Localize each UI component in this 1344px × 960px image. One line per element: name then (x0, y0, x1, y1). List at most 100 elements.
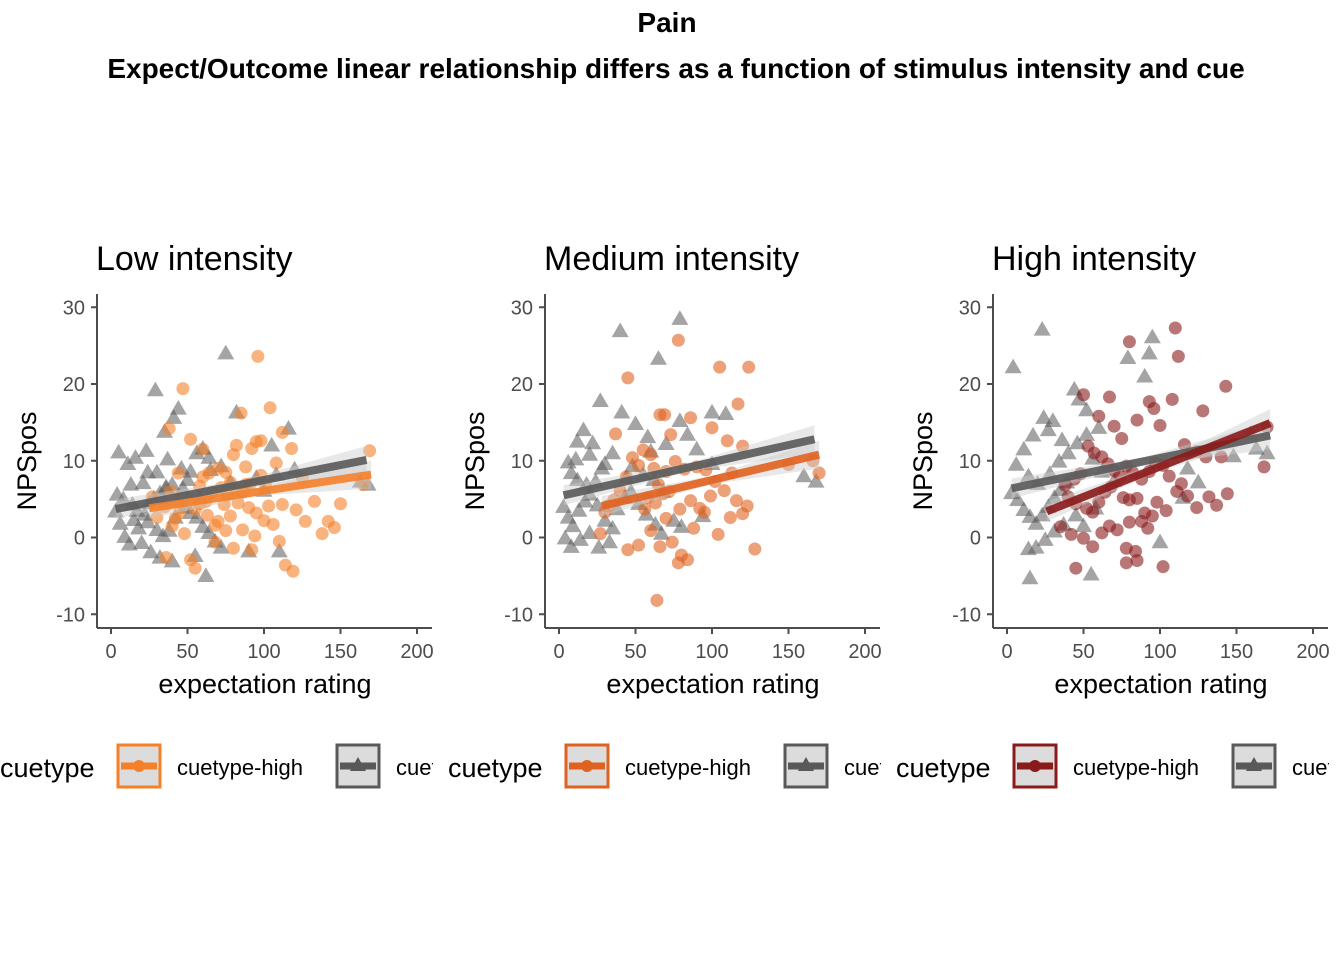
cuetype-high-point (196, 442, 210, 456)
x-tick-label: 50 (1072, 641, 1094, 663)
cuetype-high-point (684, 411, 698, 425)
cuetype-high-point (742, 360, 756, 374)
cuetype-high-point (223, 509, 237, 523)
cuetype-high-point (1159, 504, 1173, 518)
cuetype-low-fit-line (562, 435, 816, 500)
cuetype-high-point (593, 527, 607, 541)
legend-key-low-point (350, 757, 366, 771)
cuetype-high-point (275, 497, 289, 511)
y-tick-label: 30 (63, 297, 85, 319)
cuetype-low-point (1027, 538, 1045, 554)
cuetype-low-point (133, 534, 151, 549)
cuetype-high-point (176, 382, 190, 396)
cuetype-high-point (729, 494, 743, 508)
x-tick-label: 50 (176, 641, 198, 663)
cuetype-low-point (688, 440, 706, 456)
cuetype-low-point (564, 517, 582, 533)
cuetype-low-point (604, 444, 622, 460)
cuetype-high-point (632, 538, 646, 552)
panel-low-intensity: Low intensity -10 0 10 20 30 0 50 100 150 200 expec… (0, 240, 434, 789)
cuetype-low-point (1024, 426, 1042, 442)
cuetype-low-point (1119, 349, 1137, 365)
cuetype-high-point (812, 466, 826, 480)
cuetype-low-point (1151, 533, 1169, 549)
cuetype-high-point (1145, 509, 1159, 523)
cuetype-high-point (219, 524, 233, 538)
cuetype-high-point (1107, 419, 1121, 433)
cuetype-high-point (307, 494, 321, 508)
panel-high-intensity: High intensity -10 0 10 20 30 0 50 100 150 200 expe… (896, 240, 1330, 789)
cuetype-low-point (139, 463, 157, 479)
cuetype-high-point (184, 432, 198, 446)
cuetype-high-point (748, 542, 762, 556)
y-tick-label: 30 (959, 297, 981, 319)
cuetype-low-point (590, 538, 608, 554)
cuetype-high-point (1086, 505, 1100, 519)
legend-label-high: cuetype-high (177, 755, 303, 780)
cuetype-high-point (644, 524, 658, 538)
cuetype-high-point (327, 521, 341, 535)
y-axis-title: NPSpos (460, 411, 490, 510)
cuetype-low-point (1189, 473, 1207, 489)
cuetype-high-point (1110, 523, 1124, 537)
legend-key-high-point (581, 760, 593, 772)
cuetype-high-point (1092, 495, 1106, 509)
cuetype-high-point (188, 503, 202, 517)
cuetype-high-point (1214, 450, 1228, 464)
cuetype-low-point (1015, 440, 1033, 456)
cuetype-low-point (1075, 517, 1092, 533)
cuetype-high-fit-line (600, 450, 821, 510)
cuetype-low-point (1247, 439, 1265, 455)
cuetype-high-fit-line (1045, 419, 1272, 516)
cuetype-low-point (679, 426, 697, 441)
cuetype-high-point (1165, 392, 1179, 406)
y-tick-label: 20 (511, 374, 533, 396)
cuetype-high-point (1069, 561, 1083, 575)
cuetype-high-point (1168, 321, 1182, 335)
cuetype-high-point (1210, 498, 1224, 512)
y-tick-label: -10 (952, 604, 981, 626)
x-tick-label: 150 (1220, 641, 1253, 663)
cuetype-high-point (177, 527, 191, 541)
cuetype-high-point (239, 460, 253, 474)
cuetype-low-point (120, 535, 138, 551)
cuetype-low-point (1021, 569, 1039, 585)
cuetype-high-point (289, 503, 303, 517)
cuetype-high-point (1119, 556, 1133, 570)
cuetype-high-point (236, 523, 250, 537)
cuetype-high-point (1077, 531, 1090, 545)
x-axis-title: expectation rating (158, 669, 371, 699)
panel-medium-intensity: Medium intensity -10 0 10 20 30 0 50 100 150 200 ex… (448, 240, 882, 789)
y-tick-label: 0 (74, 528, 85, 550)
cuetype-low-point (163, 552, 181, 568)
cuetype-high-point (1181, 489, 1195, 503)
cuetype-low-point (611, 322, 629, 338)
cuetype-low-point (122, 476, 140, 491)
cuetype-high-point (1156, 560, 1170, 574)
cuetype-low-point (568, 433, 586, 448)
cuetype-high-point (638, 502, 652, 516)
legend-key-low-point (798, 757, 814, 771)
cuetype-low-point (672, 518, 690, 533)
cuetype-low-point (584, 434, 602, 450)
cuetype-low-point (114, 490, 132, 506)
cuetype-high-point (1130, 413, 1144, 427)
cuetype-low-point (639, 428, 657, 444)
cuetype-high-point (231, 496, 245, 510)
legend-title: cuetype (448, 753, 543, 783)
cuetype-low-point (574, 421, 592, 437)
cuetype-low-point (795, 467, 813, 483)
x-tick-label: 0 (105, 641, 116, 663)
x-tick-label: 100 (247, 641, 280, 663)
cuetype-high-point (1162, 469, 1176, 483)
cuetype-low-point (174, 479, 192, 495)
legend: cuetype cuetype-high cuetype-low (896, 743, 1329, 789)
cuetype-low-point (591, 392, 609, 408)
cuetype-low-point (1078, 426, 1096, 441)
cuetype-low-point (165, 409, 183, 424)
cuetype-high-point (200, 508, 214, 522)
cuetype-low-point (649, 350, 667, 365)
cuetype-low-point (111, 515, 129, 530)
